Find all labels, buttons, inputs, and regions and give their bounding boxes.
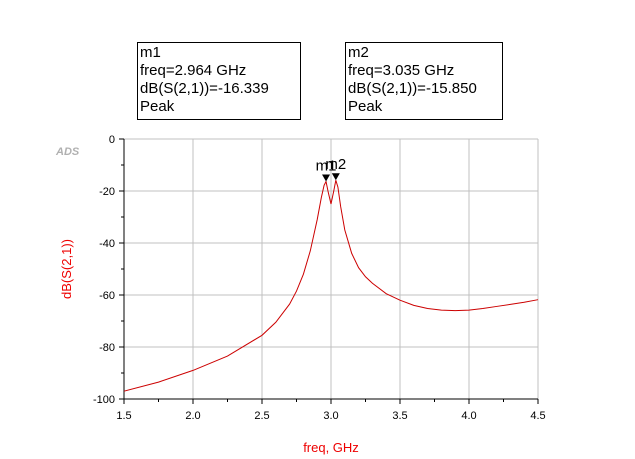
y-tick-label: -60 bbox=[99, 290, 115, 302]
y-axis-title: dB(S(2,1)) bbox=[59, 239, 74, 299]
marker-freq: freq=3.035 GHz bbox=[348, 62, 455, 79]
y-tick-label: -80 bbox=[99, 342, 115, 354]
x-tick-label: 3.5 bbox=[392, 410, 407, 422]
x-tick-label: 1.5 bbox=[116, 410, 131, 422]
x-tick-label: 2.0 bbox=[185, 410, 200, 422]
marker-type: Peak bbox=[140, 98, 175, 115]
marker-name: m1 bbox=[140, 44, 161, 61]
marker-type: Peak bbox=[348, 98, 383, 115]
x-tick-label: 2.5 bbox=[254, 410, 269, 422]
marker-triangle-m1 bbox=[322, 174, 331, 182]
marker-label-m1: m1 bbox=[316, 157, 337, 174]
y-tick-label: -40 bbox=[99, 238, 115, 250]
axis-ticks bbox=[119, 138, 539, 404]
x-axis-title: freq, GHz bbox=[303, 440, 359, 455]
x-tick-label: 3.0 bbox=[323, 410, 338, 422]
marker-triangle-m2 bbox=[331, 173, 340, 181]
marker-freq: freq=2.964 GHz bbox=[140, 62, 247, 79]
s21-trace bbox=[123, 179, 539, 392]
marker-label-m2: m2 bbox=[325, 156, 346, 173]
grid-lines bbox=[124, 138, 539, 399]
tick-labels: 1.5 2.0 2.5 3.0 3.5 4.0 4.5 0 -20 -40 -60 -80 -100 bbox=[93, 134, 546, 422]
y-tick-label: 0 bbox=[109, 134, 115, 146]
y-tick-label: -100 bbox=[93, 394, 115, 406]
marker-readout-m2[interactable]: m2 freq=3.035 GHz dB(S(2,1))=-15.850 Pea… bbox=[345, 42, 503, 120]
x-tick-label: 4.5 bbox=[530, 410, 545, 422]
y-tick-label: -20 bbox=[99, 186, 115, 198]
marker-value: dB(S(2,1))=-15.850 bbox=[348, 80, 477, 97]
marker-value: dB(S(2,1))=-16.339 bbox=[140, 80, 269, 97]
ads-logo: ADS bbox=[55, 146, 80, 158]
marker-name: m2 bbox=[348, 44, 369, 61]
marker-readout-m1[interactable]: m1 freq=2.964 GHz dB(S(2,1))=-16.339 Pea… bbox=[137, 42, 301, 120]
x-tick-label: 4.0 bbox=[461, 410, 476, 422]
